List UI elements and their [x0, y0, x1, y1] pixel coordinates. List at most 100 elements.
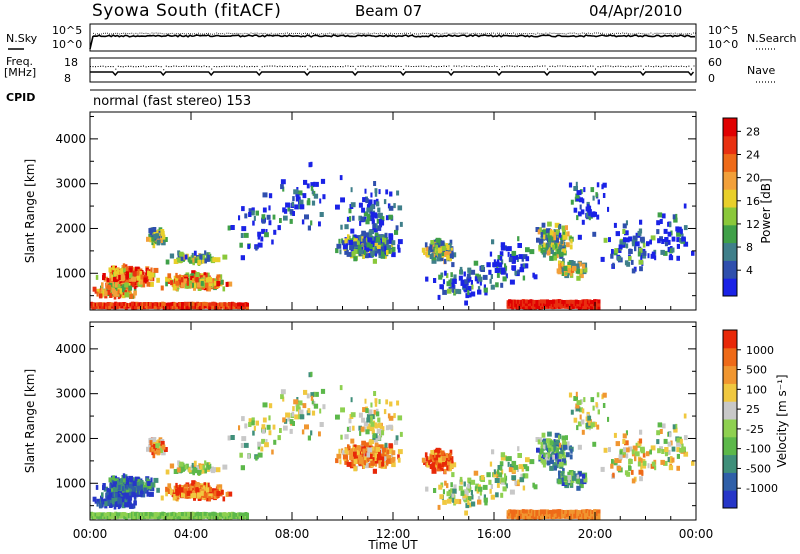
- power-cell: [639, 236, 645, 242]
- velocity-cell: [149, 491, 154, 497]
- velocity-cell: [353, 459, 358, 465]
- power-cell: [107, 284, 112, 290]
- power-cell: [378, 253, 383, 259]
- power-cell: [578, 261, 582, 267]
- colorbar-tick-label: 24: [746, 148, 760, 161]
- power-cell: [576, 275, 581, 281]
- power-cell: [116, 274, 120, 280]
- velocity-cell: [195, 487, 199, 493]
- velocity-cell: [338, 448, 341, 454]
- velocity-cell: [364, 456, 368, 461]
- power-cell: [291, 201, 295, 207]
- velocity-cell: [365, 408, 369, 414]
- time-tick-label: 00:00: [73, 527, 108, 541]
- power-cell: [572, 265, 577, 271]
- power-cell: [149, 272, 155, 278]
- velocity-cell: [576, 400, 582, 406]
- velocity-ground-cell: [538, 515, 542, 520]
- power-cell: [310, 185, 314, 191]
- velocity-cell: [315, 391, 319, 397]
- power-cell: [581, 198, 585, 204]
- power-cell: [196, 278, 202, 284]
- velocity-cell: [394, 439, 399, 445]
- power-cell: [377, 207, 381, 213]
- velocity-cell: [383, 463, 387, 469]
- velocity-cell: [96, 498, 102, 504]
- date-title: 04/Apr/2010: [589, 2, 682, 20]
- power-cell: [167, 273, 172, 279]
- power-cell: [271, 239, 274, 245]
- velocity-cell: [241, 436, 247, 442]
- velocity-cell: [564, 480, 568, 486]
- velocity-cell: [577, 444, 582, 450]
- colorbar-swatch: [723, 330, 737, 349]
- velocity-ground-cell: [124, 515, 128, 520]
- power-cell: [364, 188, 367, 194]
- velocity-cell: [467, 477, 472, 483]
- velocity-cell: [146, 446, 150, 452]
- velocity-cell: [207, 464, 210, 470]
- velocity-cell: [683, 413, 687, 419]
- power-cell: [482, 274, 488, 280]
- velocity-cell: [681, 446, 686, 452]
- power-cell: [319, 198, 322, 204]
- velocity-cell: [429, 457, 433, 463]
- power-cell: [218, 277, 221, 283]
- velocity-cell: [498, 477, 501, 483]
- power-ground-cell: [559, 299, 563, 304]
- power-cell: [370, 240, 375, 246]
- power-cell: [646, 241, 650, 247]
- power-cell: [257, 242, 263, 248]
- power-cell: [676, 255, 680, 261]
- velocity-cell: [429, 454, 433, 460]
- velocity-cell: [447, 455, 450, 461]
- velocity-cell: [175, 490, 180, 496]
- velocity-cell: [572, 475, 577, 481]
- colorbar-swatch: [723, 383, 737, 402]
- power-cell: [619, 240, 624, 246]
- velocity-cell: [289, 428, 293, 434]
- velocity-cell: [453, 484, 457, 490]
- power-cell: [133, 284, 137, 290]
- velocity-cell: [239, 452, 243, 458]
- velocity-cell: [564, 435, 568, 441]
- velocity-cell: [183, 488, 188, 494]
- velocity-cell: [336, 453, 342, 459]
- power-cell: [114, 268, 119, 274]
- velocity-cell: [569, 454, 573, 460]
- power-cell: [186, 278, 192, 283]
- velocity-cell: [165, 469, 170, 475]
- power-cell: [364, 232, 369, 238]
- velocity-ground-cell: [215, 515, 219, 520]
- velocity-cell: [381, 461, 385, 467]
- velocity-ground-cell: [226, 515, 230, 520]
- velocity-cell: [365, 429, 370, 435]
- range-tick-label: 2000: [55, 431, 86, 445]
- velocity-cell: [156, 449, 161, 455]
- power-cell: [490, 274, 493, 279]
- velocity-cell: [581, 473, 586, 479]
- power-cell: [483, 284, 486, 290]
- power-cell: [649, 239, 652, 245]
- velocity-cell: [681, 443, 684, 449]
- power-cell: [560, 263, 563, 269]
- power-cell: [508, 246, 512, 252]
- power-cell: [248, 208, 254, 214]
- velocity-cell: [308, 372, 312, 378]
- velocity-cell: [222, 464, 228, 470]
- velocity-cell: [196, 492, 202, 498]
- velocity-cell: [310, 371, 313, 377]
- velocity-ground-cell: [589, 515, 593, 520]
- velocity-cell: [230, 435, 235, 440]
- power-cell: [557, 249, 562, 255]
- velocity-cell: [129, 477, 133, 483]
- power-ground-cell: [246, 305, 249, 310]
- power-cell: [186, 280, 189, 286]
- power-cell: [377, 244, 381, 250]
- freq-left-tick-top: 18: [64, 56, 78, 69]
- power-cell: [373, 199, 376, 205]
- power-cell: [442, 289, 447, 295]
- velocity-cell: [178, 489, 183, 495]
- velocity-cell: [238, 425, 241, 431]
- velocity-cell: [358, 446, 362, 452]
